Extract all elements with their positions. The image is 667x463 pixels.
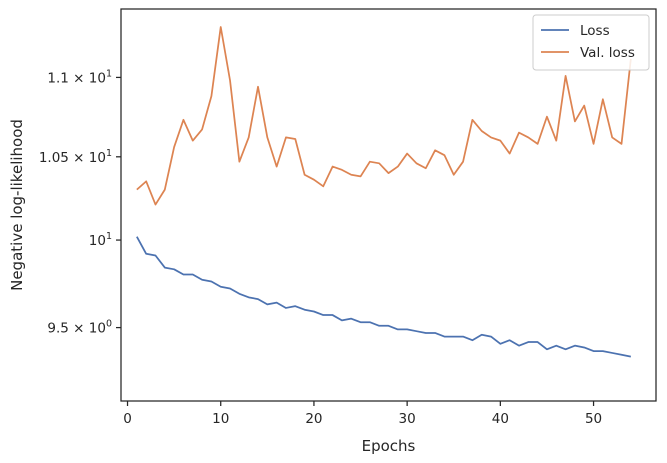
y-tick-label: 9.5 × 100 <box>47 319 112 337</box>
x-tick-label: 30 <box>399 411 416 427</box>
x-tick-label: 40 <box>492 411 509 427</box>
x-tick-label: 0 <box>123 411 132 427</box>
x-tick-label: 20 <box>305 411 322 427</box>
series-line-val-loss <box>136 26 632 206</box>
y-tick-label: 1.1 × 101 <box>47 68 112 86</box>
legend-label-val-loss: Val. loss <box>580 45 635 61</box>
lines-layer <box>136 26 632 358</box>
x-tick-label: 50 <box>585 411 602 427</box>
plot-frame <box>120 8 657 402</box>
legend-label-loss: Loss <box>580 23 610 39</box>
x-axis-label: Epochs <box>362 437 416 455</box>
y-axis: 9.5 × 100 101 1.05 × 101 1.1 × 101 <box>39 68 121 337</box>
x-tick-label: 10 <box>212 411 229 427</box>
y-tick-label: 101 <box>89 231 112 249</box>
x-axis: 0 10 20 30 40 50 <box>123 401 602 427</box>
y-axis-label: Negative log-likelihood <box>8 119 26 291</box>
series-line-loss <box>136 236 631 358</box>
legend-box <box>532 14 650 71</box>
legend: Loss Val. loss <box>532 14 650 71</box>
y-tick-label: 1.05 × 101 <box>39 148 112 166</box>
